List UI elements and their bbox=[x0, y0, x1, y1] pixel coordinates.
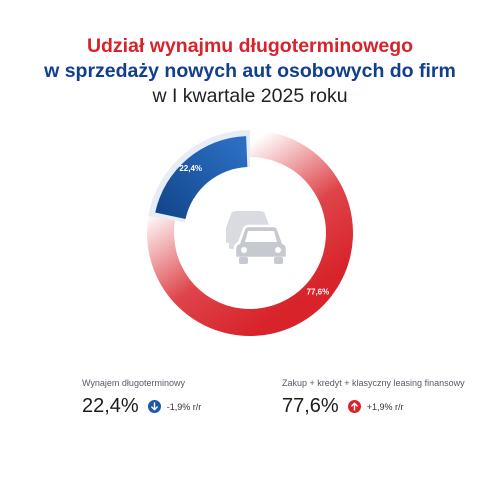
donut-slice-labels: 22,4% 77,6% bbox=[179, 164, 329, 296]
legend-long-term-rental: Wynajem długoterminowy 22,4% -1,9% r/r bbox=[82, 378, 201, 418]
chart-title: Udział wynajmu długoterminowego w sprzed… bbox=[0, 34, 500, 109]
slice-label-long-term-rental: 22,4% bbox=[179, 164, 202, 173]
legend-label: Zakup + kredyt + klasyczny leasing finan… bbox=[282, 378, 465, 388]
arrow-down-icon bbox=[147, 400, 161, 413]
donut-slices bbox=[147, 130, 353, 336]
legend-label: Wynajem długoterminowy bbox=[82, 378, 185, 388]
slice-label-purchase-credit-leasing: 77,6% bbox=[307, 287, 330, 296]
title-line-2: w sprzedaży nowych aut osobowych do firm bbox=[44, 60, 456, 82]
title-line-3: w I kwartale 2025 roku bbox=[152, 85, 348, 107]
legend-value: 22,4% bbox=[82, 395, 139, 417]
two-cars-icon bbox=[226, 211, 289, 264]
legend-change: +1,9% r/r bbox=[366, 401, 404, 412]
title-line-1: Udział wynajmu długoterminowego bbox=[86, 35, 414, 57]
legend-change: -1,9% r/r bbox=[166, 401, 202, 412]
arrow-up-icon bbox=[347, 400, 361, 413]
legend-value: 77,6% bbox=[282, 395, 339, 417]
legend-purchase-credit-leasing: Zakup + kredyt + klasyczny leasing finan… bbox=[282, 378, 465, 418]
slice-long-term-rental bbox=[155, 136, 248, 220]
